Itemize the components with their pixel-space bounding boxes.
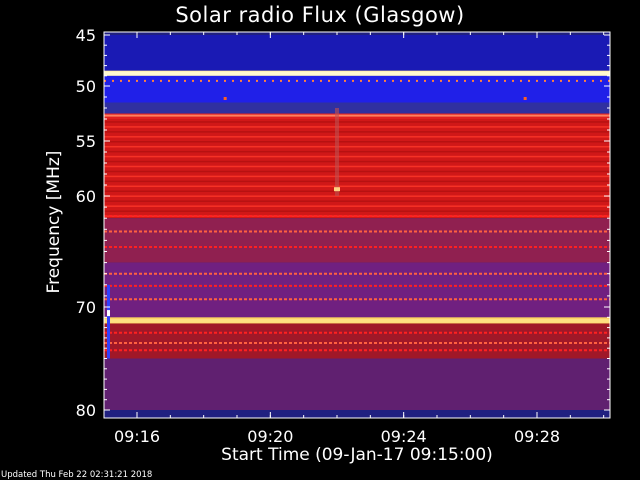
x-axis-ticks: 09:16 09:20 09:24 09:28 [114, 32, 605, 446]
texture-stripe [104, 175, 610, 178]
y-tick-label: 55 [76, 132, 96, 151]
texture-stripe [104, 185, 610, 188]
frequency-band [104, 262, 610, 318]
y-tick-label: 60 [76, 187, 96, 206]
x-tick-label: 09:28 [514, 427, 560, 446]
frequency-band [104, 218, 610, 263]
texture-stripe [104, 210, 610, 212]
y-tick-label: 45 [76, 26, 96, 45]
texture-stripe [104, 170, 610, 173]
texture-stripe [104, 200, 610, 202]
frequency-band [104, 75, 610, 103]
plot-frame [103, 31, 611, 419]
frequency-band [104, 358, 610, 410]
texture-stripe [104, 190, 610, 192]
texture-stripe [104, 165, 610, 168]
texture-stripe [104, 195, 610, 197]
edge-feature [107, 284, 110, 359]
texture-stripe [104, 145, 610, 148]
y-tick-label: 50 [76, 77, 96, 96]
spot [223, 97, 227, 100]
plot-area [104, 32, 610, 418]
frequency-band [104, 119, 610, 219]
spot [523, 97, 527, 100]
y-axis-ticks: 45 50 55 60 70 80 [76, 26, 610, 420]
x-axis-label: Start Time (09-Jan-17 09:15:00) [221, 445, 493, 465]
texture-stripe [104, 121, 610, 123]
x-tick-label: 09:20 [247, 427, 293, 446]
burst-spot [334, 187, 340, 192]
texture-stripe [104, 205, 610, 207]
frequency-band [104, 323, 610, 359]
bright-line [104, 114, 610, 117]
texture-stripe [104, 136, 610, 138]
frequency-band [104, 102, 610, 114]
texture-stripe [104, 160, 610, 163]
bright-line [104, 318, 610, 323]
y-tick-label: 80 [76, 401, 96, 420]
chart-title: Solar radio Flux (Glasgow) [175, 3, 465, 27]
y-axis-label: Frequency [MHz] [44, 150, 64, 294]
updated-timestamp: Updated Thu Feb 22 02:31:21 2018 [1, 470, 153, 480]
texture-stripe [104, 131, 610, 133]
bright-line [104, 71, 610, 76]
texture-stripe [104, 180, 610, 183]
texture-stripe [104, 126, 610, 128]
frequency-band [104, 35, 610, 71]
y-tick-label: 70 [76, 298, 96, 317]
texture-stripe [104, 155, 610, 158]
x-tick-label: 09:16 [114, 427, 160, 446]
edge-feature [107, 310, 110, 317]
vertical-feature [335, 108, 339, 196]
x-tick-label: 09:24 [381, 427, 427, 446]
texture-stripe [104, 150, 610, 153]
texture-stripe [104, 141, 610, 143]
